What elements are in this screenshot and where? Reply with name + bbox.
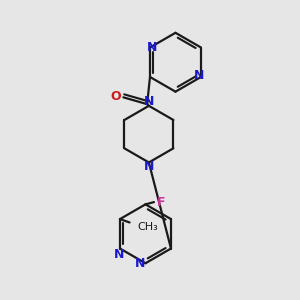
Text: N: N — [135, 257, 145, 270]
Text: N: N — [114, 248, 124, 261]
Text: N: N — [144, 95, 154, 108]
Text: N: N — [147, 41, 158, 54]
Text: CH₃: CH₃ — [137, 222, 158, 232]
Text: N: N — [144, 160, 154, 173]
Text: F: F — [157, 196, 166, 208]
Text: O: O — [111, 90, 121, 103]
Text: N: N — [194, 69, 204, 82]
